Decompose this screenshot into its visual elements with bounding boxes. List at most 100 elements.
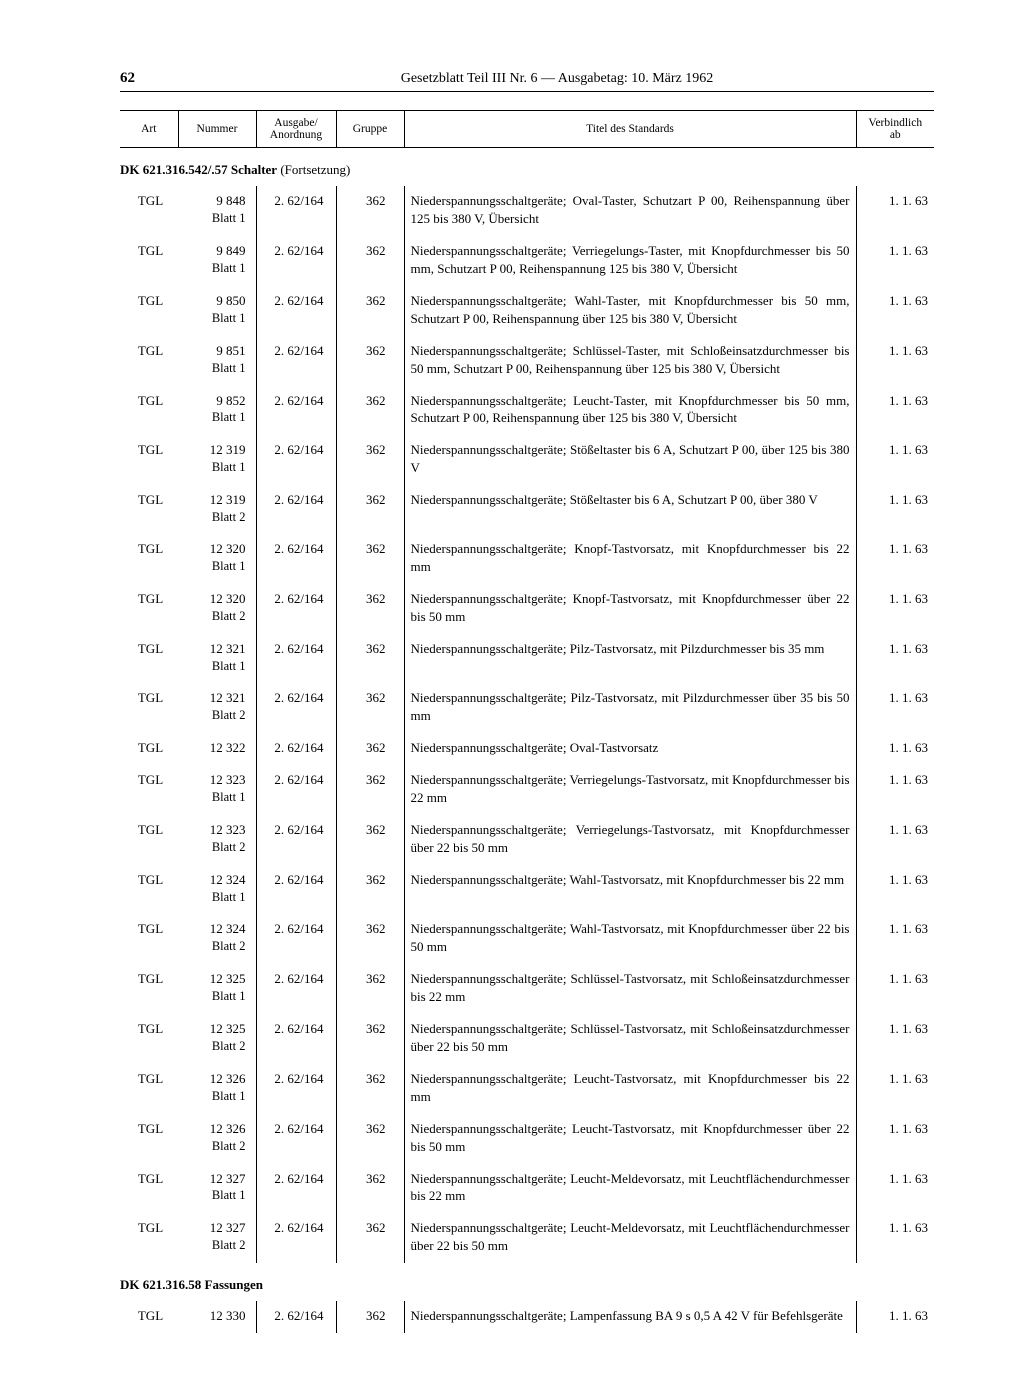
col-gruppe: Gruppe bbox=[336, 111, 404, 148]
cell-ausgabe: 2. 62/164 bbox=[256, 1301, 336, 1333]
cell-verbindlich: 1. 1. 63 bbox=[856, 534, 934, 584]
cell-gruppe: 362 bbox=[336, 683, 404, 733]
cell-verbindlich: 1. 1. 63 bbox=[856, 1114, 934, 1164]
cell-nummer: 12 326Blatt 2 bbox=[178, 1114, 256, 1164]
cell-ausgabe: 2. 62/164 bbox=[256, 815, 336, 865]
cell-verbindlich: 1. 1. 63 bbox=[856, 733, 934, 765]
cell-titel: Niederspannungsschaltgeräte; Verriegelun… bbox=[404, 815, 856, 865]
table-body: DK 621.316.542/.57 Schalter (Fortsetzung… bbox=[120, 148, 934, 1334]
cell-art: TGL bbox=[120, 386, 178, 436]
cell-nummer: 12 319Blatt 1 bbox=[178, 435, 256, 485]
cell-gruppe: 362 bbox=[336, 534, 404, 584]
cell-gruppe: 362 bbox=[336, 733, 404, 765]
cell-art: TGL bbox=[120, 236, 178, 286]
cell-ausgabe: 2. 62/164 bbox=[256, 964, 336, 1014]
table-row: TGL12 319Blatt 22. 62/164362Niederspannu… bbox=[120, 485, 934, 534]
cell-ausgabe: 2. 62/164 bbox=[256, 485, 336, 534]
cell-ausgabe: 2. 62/164 bbox=[256, 435, 336, 485]
cell-gruppe: 362 bbox=[336, 964, 404, 1014]
table-row: TGL12 321Blatt 12. 62/164362Niederspannu… bbox=[120, 634, 934, 683]
table-row: TGL12 326Blatt 12. 62/164362Niederspannu… bbox=[120, 1064, 934, 1114]
cell-titel: Niederspannungsschaltgeräte; Leucht-Meld… bbox=[404, 1213, 856, 1263]
cell-art: TGL bbox=[120, 964, 178, 1014]
cell-nummer: 12 330 bbox=[178, 1301, 256, 1333]
cell-titel: Niederspannungsschaltgeräte; Wahl-Tastvo… bbox=[404, 914, 856, 964]
cell-titel: Niederspannungsschaltgeräte; Stößeltaste… bbox=[404, 485, 856, 534]
col-ausgabe: Ausgabe/ Anordnung bbox=[256, 111, 336, 148]
cell-verbindlich: 1. 1. 63 bbox=[856, 1213, 934, 1263]
cell-art: TGL bbox=[120, 634, 178, 683]
cell-titel: Niederspannungsschaltgeräte; Wahl-Tastvo… bbox=[404, 865, 856, 914]
cell-verbindlich: 1. 1. 63 bbox=[856, 865, 934, 914]
table-row: TGL12 321Blatt 22. 62/164362Niederspannu… bbox=[120, 683, 934, 733]
table-row: TGL12 3302. 62/164362Niederspannungsscha… bbox=[120, 1301, 934, 1333]
table-row: TGL12 3222. 62/164362Niederspannungsscha… bbox=[120, 733, 934, 765]
section-heading: DK 621.316.542/.57 Schalter (Fortsetzung… bbox=[120, 148, 934, 187]
cell-art: TGL bbox=[120, 186, 178, 236]
table-row: TGL9 852Blatt 12. 62/164362Niederspannun… bbox=[120, 386, 934, 436]
cell-titel: Niederspannungsschaltgeräte; Oval-Tastvo… bbox=[404, 733, 856, 765]
cell-art: TGL bbox=[120, 1064, 178, 1114]
cell-ausgabe: 2. 62/164 bbox=[256, 1164, 336, 1214]
cell-art: TGL bbox=[120, 336, 178, 386]
cell-gruppe: 362 bbox=[336, 765, 404, 815]
col-verbindlich: Verbindlich ab bbox=[856, 111, 934, 148]
cell-ausgabe: 2. 62/164 bbox=[256, 386, 336, 436]
cell-art: TGL bbox=[120, 1213, 178, 1263]
cell-verbindlich: 1. 1. 63 bbox=[856, 485, 934, 534]
cell-titel: Niederspannungsschaltgeräte; Lampenfassu… bbox=[404, 1301, 856, 1333]
cell-verbindlich: 1. 1. 63 bbox=[856, 286, 934, 336]
cell-gruppe: 362 bbox=[336, 435, 404, 485]
cell-ausgabe: 2. 62/164 bbox=[256, 634, 336, 683]
table-row: TGL12 320Blatt 12. 62/164362Niederspannu… bbox=[120, 534, 934, 584]
cell-gruppe: 362 bbox=[336, 336, 404, 386]
cell-nummer: 12 326Blatt 1 bbox=[178, 1064, 256, 1114]
cell-ausgabe: 2. 62/164 bbox=[256, 286, 336, 336]
cell-gruppe: 362 bbox=[336, 386, 404, 436]
cell-nummer: 12 323Blatt 2 bbox=[178, 815, 256, 865]
cell-art: TGL bbox=[120, 683, 178, 733]
cell-gruppe: 362 bbox=[336, 236, 404, 286]
cell-gruppe: 362 bbox=[336, 584, 404, 634]
cell-art: TGL bbox=[120, 286, 178, 336]
cell-art: TGL bbox=[120, 914, 178, 964]
table-row: TGL12 323Blatt 22. 62/164362Niederspannu… bbox=[120, 815, 934, 865]
table-row: TGL9 850Blatt 12. 62/164362Niederspannun… bbox=[120, 286, 934, 336]
cell-verbindlich: 1. 1. 63 bbox=[856, 765, 934, 815]
cell-art: TGL bbox=[120, 534, 178, 584]
section-heading: DK 621.316.58 Fassungen bbox=[120, 1263, 934, 1301]
cell-titel: Niederspannungsschaltgeräte; Knopf-Tastv… bbox=[404, 584, 856, 634]
cell-verbindlich: 1. 1. 63 bbox=[856, 584, 934, 634]
cell-gruppe: 362 bbox=[336, 1213, 404, 1263]
cell-gruppe: 362 bbox=[336, 1164, 404, 1214]
cell-gruppe: 362 bbox=[336, 286, 404, 336]
cell-verbindlich: 1. 1. 63 bbox=[856, 815, 934, 865]
cell-art: TGL bbox=[120, 1301, 178, 1333]
table-row: TGL12 325Blatt 12. 62/164362Niederspannu… bbox=[120, 964, 934, 1014]
table-row: TGL12 327Blatt 22. 62/164362Niederspannu… bbox=[120, 1213, 934, 1263]
cell-nummer: 9 850Blatt 1 bbox=[178, 286, 256, 336]
cell-nummer: 12 322 bbox=[178, 733, 256, 765]
cell-nummer: 12 323Blatt 1 bbox=[178, 765, 256, 815]
cell-nummer: 12 321Blatt 2 bbox=[178, 683, 256, 733]
cell-titel: Niederspannungsschaltgeräte; Verriegelun… bbox=[404, 765, 856, 815]
cell-nummer: 9 852Blatt 1 bbox=[178, 386, 256, 436]
header-title: Gesetzblatt Teil III Nr. 6 — Ausgabetag:… bbox=[180, 71, 934, 87]
cell-titel: Niederspannungsschaltgeräte; Leucht-Tast… bbox=[404, 386, 856, 436]
col-art: Art bbox=[120, 111, 178, 148]
cell-art: TGL bbox=[120, 584, 178, 634]
cell-gruppe: 362 bbox=[336, 485, 404, 534]
cell-art: TGL bbox=[120, 733, 178, 765]
cell-nummer: 12 320Blatt 2 bbox=[178, 584, 256, 634]
cell-ausgabe: 2. 62/164 bbox=[256, 336, 336, 386]
page-header: 62 Gesetzblatt Teil III Nr. 6 — Ausgabet… bbox=[120, 70, 934, 92]
cell-verbindlich: 1. 1. 63 bbox=[856, 435, 934, 485]
cell-gruppe: 362 bbox=[336, 815, 404, 865]
cell-art: TGL bbox=[120, 435, 178, 485]
cell-nummer: 12 327Blatt 1 bbox=[178, 1164, 256, 1214]
cell-gruppe: 362 bbox=[336, 1064, 404, 1114]
cell-ausgabe: 2. 62/164 bbox=[256, 914, 336, 964]
cell-nummer: 12 324Blatt 2 bbox=[178, 914, 256, 964]
cell-gruppe: 362 bbox=[336, 186, 404, 236]
cell-nummer: 12 321Blatt 1 bbox=[178, 634, 256, 683]
